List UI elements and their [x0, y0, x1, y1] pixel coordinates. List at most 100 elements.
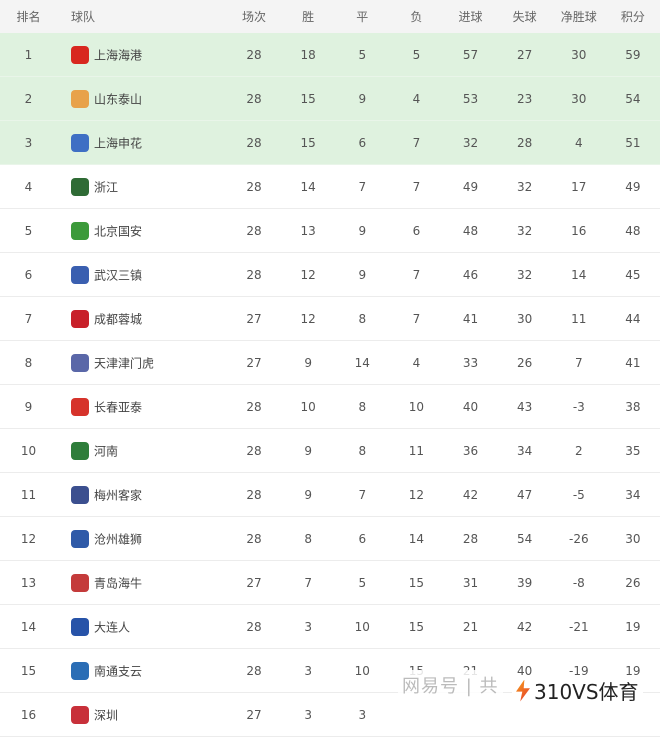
pts-cell: 35	[605, 428, 660, 473]
team-cell[interactable]: 上海海港	[57, 33, 227, 77]
team-logo-icon	[71, 177, 89, 196]
ga-cell: 32	[497, 164, 552, 209]
team-name[interactable]: 浙江	[94, 180, 119, 194]
header-goals-for: 进球	[443, 0, 498, 33]
pts-cell: 51	[605, 120, 660, 165]
team-name[interactable]: 南通支云	[94, 664, 143, 678]
gd-cell: -5	[551, 472, 606, 517]
team-cell[interactable]: 大连人	[57, 604, 227, 649]
table-row[interactable]: 14 大连人 28 3 10 15 21 42 -21 19	[0, 604, 660, 649]
team-logo-icon	[71, 265, 89, 284]
team-name[interactable]: 天津津门虎	[94, 356, 155, 370]
gd-cell: 30	[551, 76, 606, 121]
won-cell: 13	[281, 208, 336, 253]
rank-cell: 11	[0, 472, 57, 517]
ga-cell: 32	[497, 208, 552, 253]
table-row[interactable]: 5 北京国安 28 13 9 6 48 32 16 48	[0, 208, 660, 253]
team-cell[interactable]: 深圳	[57, 692, 227, 737]
team-cell[interactable]: 北京国安	[57, 208, 227, 253]
drawn-cell: 8	[335, 428, 390, 473]
won-cell: 12	[281, 252, 336, 297]
won-cell: 15	[281, 120, 336, 165]
gf-cell: 40	[443, 384, 498, 429]
played-cell: 28	[227, 472, 282, 517]
team-name[interactable]: 成都蓉城	[94, 312, 143, 326]
team-cell[interactable]: 青岛海牛	[57, 560, 227, 605]
lost-cell: 12	[389, 472, 444, 517]
played-cell: 28	[227, 76, 282, 121]
gd-cell: -8	[551, 560, 606, 605]
drawn-cell: 5	[335, 33, 390, 77]
table-row[interactable]: 1 上海海港 28 18 5 5 57 27 30 59	[0, 33, 660, 77]
team-name[interactable]: 河南	[94, 444, 119, 458]
team-name[interactable]: 北京国安	[94, 224, 143, 238]
team-cell[interactable]: 天津津门虎	[57, 340, 227, 385]
pts-cell: 26	[605, 560, 660, 605]
header-team: 球队	[57, 0, 227, 33]
pts-cell: 34	[605, 472, 660, 517]
team-cell[interactable]: 河南	[57, 428, 227, 473]
gd-cell: -21	[551, 604, 606, 649]
team-name[interactable]: 山东泰山	[94, 92, 143, 106]
header-lost: 负	[389, 0, 444, 33]
team-logo-icon	[71, 485, 89, 504]
lost-cell: 6	[389, 208, 444, 253]
gf-cell: 41	[443, 296, 498, 341]
team-cell[interactable]: 山东泰山	[57, 76, 227, 121]
table-row[interactable]: 8 天津津门虎 27 9 14 4 33 26 7 41	[0, 340, 660, 385]
table-row[interactable]: 12 沧州雄狮 28 8 6 14 28 54 -26 30	[0, 516, 660, 561]
team-cell[interactable]: 武汉三镇	[57, 252, 227, 297]
lost-cell: 7	[389, 296, 444, 341]
table-row[interactable]: 4 浙江 28 14 7 7 49 32 17 49	[0, 164, 660, 209]
team-logo-icon	[71, 617, 89, 636]
table-row[interactable]: 13 青岛海牛 27 7 5 15 31 39 -8 26	[0, 560, 660, 605]
drawn-cell: 7	[335, 472, 390, 517]
drawn-cell: 8	[335, 384, 390, 429]
rank-cell: 7	[0, 296, 57, 341]
team-name[interactable]: 梅州客家	[94, 488, 143, 502]
lost-cell: 7	[389, 164, 444, 209]
gd-cell: -3	[551, 384, 606, 429]
played-cell: 27	[227, 340, 282, 385]
team-name[interactable]: 上海申花	[94, 136, 143, 150]
drawn-cell: 6	[335, 120, 390, 165]
pts-cell: 38	[605, 384, 660, 429]
lost-cell: 15	[389, 560, 444, 605]
brand-logo-icon	[516, 679, 530, 702]
team-name[interactable]: 上海海港	[94, 48, 143, 62]
gd-cell: 17	[551, 164, 606, 209]
table-row[interactable]: 2 山东泰山 28 15 9 4 53 23 30 54	[0, 76, 660, 121]
team-cell[interactable]: 长春亚泰	[57, 384, 227, 429]
team-name[interactable]: 武汉三镇	[94, 268, 143, 282]
team-cell[interactable]: 成都蓉城	[57, 296, 227, 341]
pts-cell: 41	[605, 340, 660, 385]
team-name[interactable]: 沧州雄狮	[94, 532, 143, 546]
team-cell[interactable]: 南通支云	[57, 648, 227, 693]
rank-cell: 5	[0, 208, 57, 253]
team-name[interactable]: 长春亚泰	[94, 400, 143, 414]
team-cell[interactable]: 梅州客家	[57, 472, 227, 517]
table-row[interactable]: 11 梅州客家 28 9 7 12 42 47 -5 34	[0, 472, 660, 517]
lost-cell: 5	[389, 33, 444, 77]
pts-cell: 49	[605, 164, 660, 209]
team-name[interactable]: 青岛海牛	[94, 576, 143, 590]
table-row[interactable]: 9 长春亚泰 28 10 8 10 40 43 -3 38	[0, 384, 660, 429]
gf-cell: 57	[443, 33, 498, 77]
team-name[interactable]: 深圳	[94, 708, 119, 722]
gf-cell: 33	[443, 340, 498, 385]
team-name[interactable]: 大连人	[94, 620, 131, 634]
ga-cell: 34	[497, 428, 552, 473]
table-row[interactable]: 3 上海申花 28 15 6 7 32 28 4 51	[0, 120, 660, 165]
drawn-cell: 10	[335, 648, 390, 693]
table-row[interactable]: 6 武汉三镇 28 12 9 7 46 32 14 45	[0, 252, 660, 297]
table-row[interactable]: 10 河南 28 9 8 11 36 34 2 35	[0, 428, 660, 473]
ga-cell: 26	[497, 340, 552, 385]
team-cell[interactable]: 浙江	[57, 164, 227, 209]
team-cell[interactable]: 沧州雄狮	[57, 516, 227, 561]
lost-cell: 7	[389, 252, 444, 297]
team-cell[interactable]: 上海申花	[57, 120, 227, 165]
table-row[interactable]: 7 成都蓉城 27 12 8 7 41 30 11 44	[0, 296, 660, 341]
rank-cell: 15	[0, 648, 57, 693]
gf-cell: 42	[443, 472, 498, 517]
